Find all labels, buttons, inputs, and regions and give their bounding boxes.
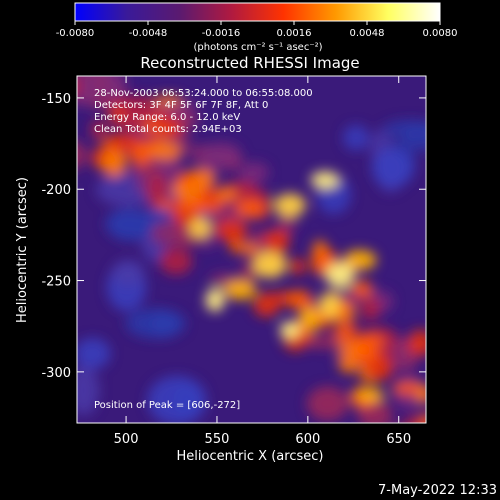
emission-blob <box>392 382 425 395</box>
emission-blob <box>238 162 270 184</box>
y-tick-label: -150 <box>41 92 71 107</box>
peak-position-label: Position of Peak = [606,-272] <box>94 400 240 411</box>
emission-blob <box>157 118 184 138</box>
emission-blob <box>45 43 69 79</box>
emission-blob <box>306 386 349 421</box>
info-line-detectors: Detectors: 3F 4F 5F 6F 7F 8F, Att 0 <box>94 100 268 111</box>
emission-blob <box>159 248 193 275</box>
emission-blob <box>77 141 87 169</box>
colorbar-tick-label: 0.0080 <box>423 28 458 39</box>
x-tick-label: 600 <box>295 432 320 447</box>
emission-blob <box>148 142 182 160</box>
emission-blob <box>360 297 381 321</box>
emission-blob <box>337 342 364 354</box>
emission-peak-blob <box>205 288 225 312</box>
emission-blob <box>175 172 198 187</box>
emission-blob <box>216 219 248 242</box>
emission-peak-blob <box>274 193 306 217</box>
x-axis-label: Heliocentric X (arcsec) <box>177 449 324 464</box>
emission-blob <box>351 280 373 298</box>
emission-blob <box>125 308 186 339</box>
emission-blob <box>371 148 414 188</box>
emission-blob <box>408 329 426 357</box>
emission-blob <box>343 124 369 151</box>
emission-blob <box>216 188 238 201</box>
emission-blob <box>130 142 151 167</box>
emission-peak-blob <box>189 218 211 238</box>
emission-blob <box>286 290 313 310</box>
emission-blob <box>153 95 183 106</box>
colorbar-tick-label: 0.0048 <box>350 28 385 39</box>
info-line-counts: Clean Total counts: 2.94E+03 <box>94 124 242 135</box>
image-area <box>45 43 426 423</box>
y-tick-label: -300 <box>41 366 71 381</box>
emission-peak-blob <box>253 251 287 279</box>
emission-blob <box>90 119 108 140</box>
emission-blob <box>289 258 306 275</box>
emission-peak-blob <box>343 250 377 270</box>
emission-blob <box>235 199 267 218</box>
colorbar-units-label: (photons cm⁻² s⁻¹ asec⁻²) <box>193 42 322 53</box>
y-tick-label: -200 <box>41 183 71 198</box>
emission-blob <box>382 119 426 139</box>
emission-blob <box>263 229 291 251</box>
emission-blob <box>91 76 114 80</box>
emission-peak-blob <box>223 280 257 300</box>
emission-blob <box>77 78 82 95</box>
y-tick-label: -250 <box>41 275 71 290</box>
emission-blob <box>101 149 127 177</box>
plot-frame <box>76 75 427 424</box>
emission-peak-blob <box>310 171 340 189</box>
colorbar-tick-label: -0.0016 <box>202 28 241 39</box>
emission-blob <box>333 325 356 342</box>
y-axis-ticks: -150 -200 -250 -300 <box>41 92 426 381</box>
emission-blob <box>204 189 218 205</box>
x-tick-label: 650 <box>386 432 411 447</box>
emission-peak-blob <box>325 261 355 289</box>
emission-blob <box>107 208 154 241</box>
x-axis-ticks: 500 550 600 650 <box>114 76 411 447</box>
emission-blob <box>106 133 139 150</box>
emission-blob <box>147 375 207 423</box>
colorbar-tick-label: 0.0016 <box>277 28 312 39</box>
emission-blob <box>77 338 111 369</box>
emission-blob <box>172 183 189 197</box>
colorbar-tick-label: -0.0080 <box>56 28 95 39</box>
info-line-energy: Energy Range: 6.0 - 12.0 keV <box>94 112 240 123</box>
emission-blob <box>201 142 242 168</box>
emission-blob <box>77 365 100 416</box>
emission-blob <box>77 76 99 107</box>
colorbar <box>74 2 441 22</box>
emission-blob <box>338 354 359 374</box>
emission-peak-blob <box>356 387 384 403</box>
x-tick-label: 500 <box>114 432 139 447</box>
y-axis-label: Heliocentric Y (arcsec) <box>15 177 30 323</box>
emission-peak-blob <box>279 321 301 339</box>
emission-blob <box>108 104 126 123</box>
emission-blob <box>253 292 280 317</box>
emission-blob <box>111 260 145 287</box>
emission-blob <box>237 243 259 255</box>
emission-blob <box>416 384 426 404</box>
x-tick-label: 550 <box>205 432 230 447</box>
colorbar-tick-label: -0.0048 <box>129 28 168 39</box>
emission-map <box>45 43 426 423</box>
emission-blob <box>356 334 385 349</box>
info-line-time: 28-Nov-2003 06:53:24.000 to 06:55:08.000 <box>94 88 313 99</box>
emission-peak-blob <box>299 307 321 329</box>
emission-blob <box>419 413 426 423</box>
emission-blob <box>302 335 342 349</box>
emission-peak-blob <box>320 291 340 319</box>
colorbar-ticks: -0.0080 -0.0048 -0.0016 0.0016 0.0048 0.0080 <box>56 21 458 39</box>
footer-timestamp: 7-May-2022 12:33 <box>378 483 497 498</box>
emission-blob <box>176 200 207 214</box>
plot-title: Reconstructed RHESSI Image <box>140 54 359 72</box>
emission-blob <box>158 199 174 211</box>
